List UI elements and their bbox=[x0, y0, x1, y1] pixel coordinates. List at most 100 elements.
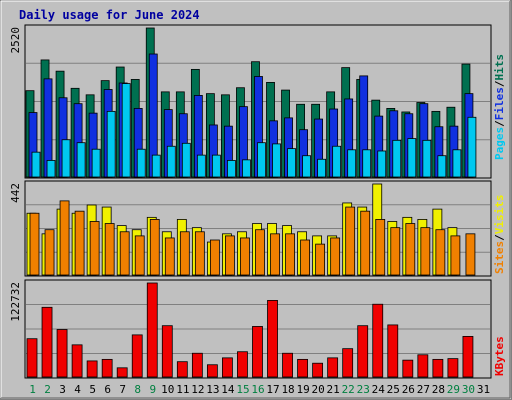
bar-pages-day-16 bbox=[257, 142, 266, 178]
chart-panels: 2520Pages/Files/Hits442Sites/Visits12273… bbox=[9, 24, 506, 379]
bar-kbytes-day-9 bbox=[146, 282, 158, 378]
bar-sites-day-28 bbox=[435, 229, 446, 276]
bar-kbytes-day-26 bbox=[402, 359, 414, 378]
bar-sites-day-29 bbox=[450, 235, 461, 276]
day-label-23: 23 bbox=[357, 383, 370, 396]
day-label-19: 19 bbox=[296, 383, 309, 396]
bar-sites-day-25 bbox=[390, 227, 401, 276]
bar-pages-day-25 bbox=[392, 139, 402, 178]
day-label-8: 8 bbox=[134, 383, 141, 396]
bar-pages-day-12 bbox=[196, 154, 206, 178]
day-label-10: 10 bbox=[161, 383, 174, 396]
bar-pages-day-26 bbox=[407, 138, 417, 178]
bar-kbytes-day-21 bbox=[327, 357, 339, 378]
bar-kbytes-day-24 bbox=[372, 303, 384, 378]
bar-kbytes-day-4 bbox=[71, 344, 83, 378]
day-label-12: 12 bbox=[191, 383, 204, 396]
day-label-15: 15 bbox=[236, 383, 249, 396]
bar-sites-day-27 bbox=[420, 227, 431, 276]
bar-sites-day-19 bbox=[300, 239, 310, 276]
bar-sites-day-5 bbox=[89, 221, 100, 276]
bar-pages-day-1 bbox=[31, 151, 41, 178]
ymax-label-bottom: 122732 bbox=[9, 282, 22, 322]
bar-sites-day-13 bbox=[209, 239, 220, 276]
bar-pages-day-21 bbox=[332, 145, 342, 178]
day-label-20: 20 bbox=[312, 383, 325, 396]
ymax-label-mid: 442 bbox=[9, 183, 22, 203]
bar-sites-day-30 bbox=[465, 233, 476, 276]
bar-pages-day-17 bbox=[272, 143, 281, 178]
day-label-11: 11 bbox=[176, 383, 189, 396]
legend-bottom: KBytes bbox=[493, 336, 506, 376]
bar-sites-day-9 bbox=[149, 219, 160, 276]
bar-kbytes-day-3 bbox=[56, 329, 68, 378]
x-axis-labels: 1 2 3 4 5 6 7 8 9 10 11 12 13 14 15 16 17 18 19 20 21 22 23 24 2… bbox=[29, 383, 490, 396]
bar-kbytes-day-2 bbox=[41, 306, 53, 378]
bar-kbytes-day-19 bbox=[297, 358, 308, 378]
bar-pages-day-13 bbox=[211, 154, 221, 178]
bar-sites-day-8 bbox=[134, 235, 145, 276]
bar-pages-day-6 bbox=[106, 110, 116, 178]
day-label-6: 6 bbox=[104, 383, 111, 396]
day-label-31: 31 bbox=[477, 383, 490, 396]
bar-sites-day-18 bbox=[285, 233, 295, 276]
bar-pages-day-19 bbox=[302, 155, 311, 178]
bar-pages-day-4 bbox=[76, 142, 86, 178]
bar-kbytes-day-7 bbox=[116, 367, 128, 378]
bar-sites-day-15 bbox=[240, 237, 250, 276]
bar-sites-day-16 bbox=[255, 229, 265, 276]
day-label-17: 17 bbox=[266, 383, 279, 396]
bar-pages-day-22 bbox=[347, 149, 357, 178]
legend-sites: Sites bbox=[493, 241, 506, 274]
bar-pages-day-7 bbox=[121, 83, 131, 178]
legend-kbytes: KBytes bbox=[493, 336, 506, 376]
day-label-7: 7 bbox=[119, 383, 126, 396]
day-label-28: 28 bbox=[432, 383, 445, 396]
day-label-3: 3 bbox=[59, 383, 66, 396]
day-label-24: 24 bbox=[372, 383, 386, 396]
day-label-4: 4 bbox=[74, 383, 81, 396]
bar-pages-day-20 bbox=[317, 158, 327, 178]
day-label-30: 30 bbox=[462, 383, 475, 396]
day-label-13: 13 bbox=[206, 383, 219, 396]
bar-sites-day-17 bbox=[270, 233, 280, 276]
day-label-26: 26 bbox=[402, 383, 415, 396]
bar-pages-day-30 bbox=[467, 116, 477, 178]
bar-sites-day-4 bbox=[74, 210, 85, 276]
bar-sites-day-14 bbox=[225, 235, 235, 276]
bar-kbytes-day-20 bbox=[312, 362, 324, 378]
bar-kbytes-day-14 bbox=[222, 357, 233, 378]
bar-sites-day-2 bbox=[44, 229, 55, 276]
bar-pages-day-9 bbox=[151, 154, 161, 178]
day-label-22: 22 bbox=[342, 383, 355, 396]
bar-pages-day-8 bbox=[136, 148, 146, 178]
legend-text-top: Pages/Files/Hits bbox=[493, 54, 506, 160]
bar-sites-day-23 bbox=[360, 210, 371, 276]
day-label-29: 29 bbox=[447, 383, 460, 396]
bar-sites-day-11 bbox=[179, 231, 190, 276]
bar-sites-day-12 bbox=[194, 231, 205, 276]
legend-text-bottom: KBytes bbox=[493, 336, 506, 376]
day-label-16: 16 bbox=[251, 383, 264, 396]
bar-pages-day-3 bbox=[61, 139, 71, 178]
bar-kbytes-day-12 bbox=[191, 352, 203, 378]
bar-kbytes-day-16 bbox=[252, 326, 263, 378]
bar-pages-day-18 bbox=[287, 148, 296, 178]
bar-sites-day-10 bbox=[164, 237, 175, 276]
day-label-1: 1 bbox=[29, 383, 36, 396]
legend-hits: Hits bbox=[493, 54, 506, 81]
legend-files: Files bbox=[493, 87, 506, 120]
panel-mid: 442 Sites/Visits bbox=[9, 180, 506, 277]
bar-kbytes-day-18 bbox=[282, 352, 293, 378]
bar-kbytes-day-29 bbox=[447, 358, 459, 378]
legend-pages: Pages bbox=[493, 127, 506, 160]
bar-pages-day-2 bbox=[46, 160, 56, 178]
bar-pages-day-27 bbox=[422, 139, 432, 178]
bar-pages-day-28 bbox=[437, 155, 447, 178]
bar-kbytes-day-5 bbox=[86, 360, 98, 378]
bar-sites-day-7 bbox=[119, 231, 130, 276]
bar-sites-day-22 bbox=[345, 206, 356, 276]
chart-title: Daily usage for June 2024 bbox=[19, 8, 200, 22]
bar-pages-day-23 bbox=[362, 149, 372, 178]
